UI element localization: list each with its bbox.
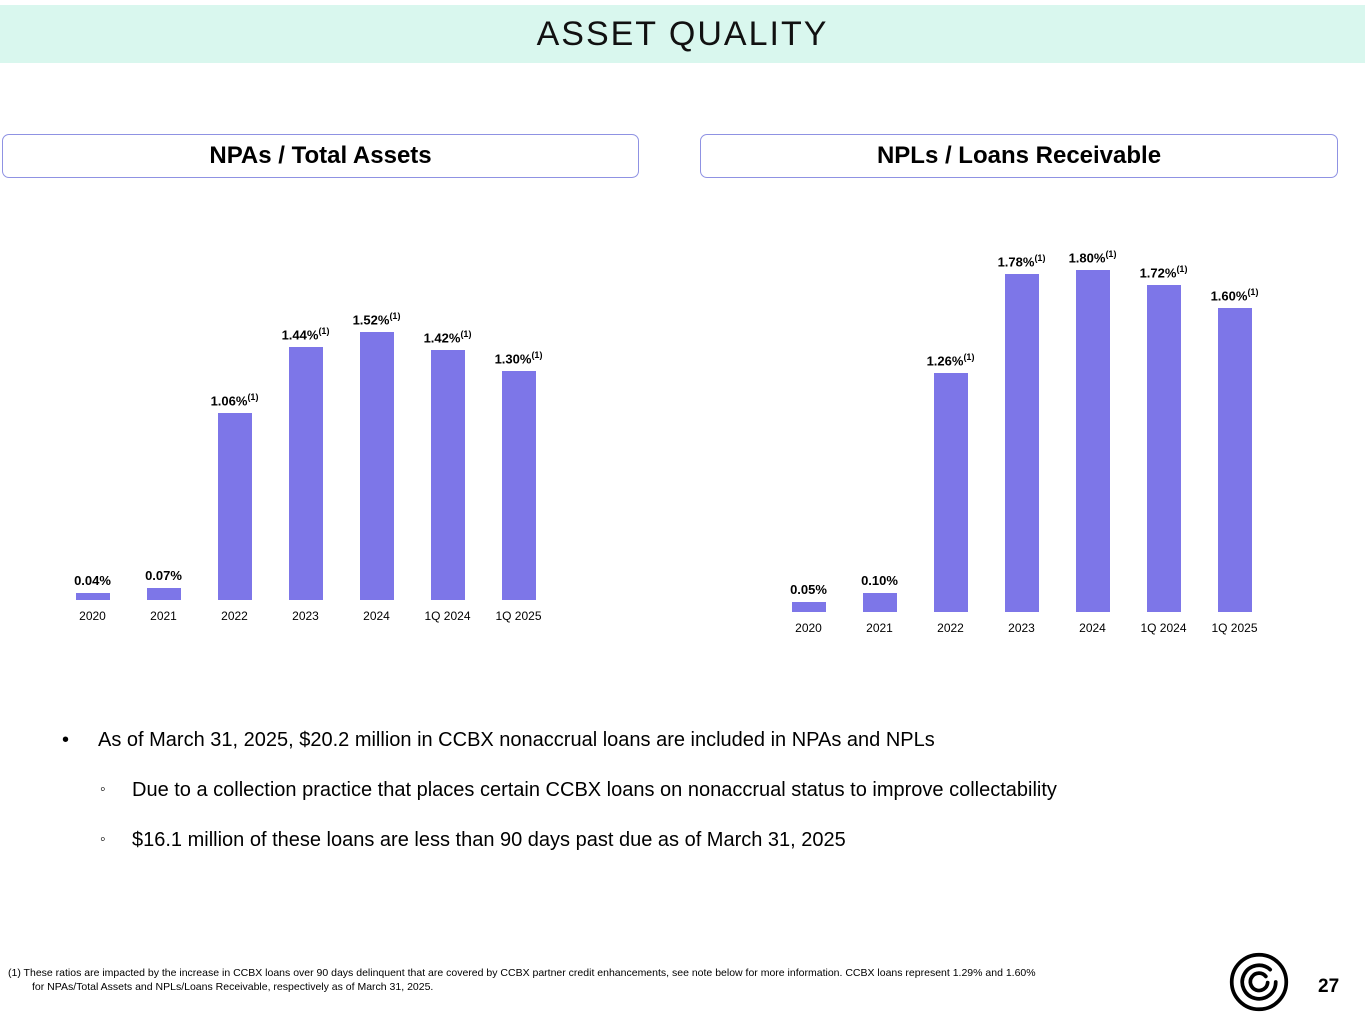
footnote-marker: (1) bbox=[1034, 252, 1046, 263]
bar-column: 1.42%(1) bbox=[412, 326, 483, 600]
bar-value-label: 1.52%(1) bbox=[352, 310, 401, 327]
npls-loans-receivable-chart: 0.05% 0.10% 1.26%(1) 1.78%(1) 1.80%(1) 1.72%(… bbox=[773, 222, 1270, 635]
chart-plot-area: 0.04% 0.07% 1.06%(1) 1.44%(1) 1.52%(1) 1.42%(… bbox=[57, 280, 554, 600]
footnote-marker: (1) bbox=[247, 391, 259, 402]
bullet-item-sub: ◦ Due to a collection practice that plac… bbox=[100, 776, 1317, 804]
bar-column: 1.30%(1) bbox=[483, 347, 554, 600]
page-number: 27 bbox=[1318, 976, 1340, 997]
bar-column: 1.60%(1) bbox=[1199, 284, 1270, 612]
bar bbox=[1146, 285, 1181, 612]
chart-title-npas-total-assets: NPAs / Total Assets bbox=[2, 134, 639, 178]
footnote: (1) These ratios are impacted by the inc… bbox=[8, 966, 1193, 994]
bullet-list: • As of March 31, 2025, $20.2 million in… bbox=[62, 726, 1317, 876]
bar-value-label: 0.05% bbox=[790, 582, 827, 597]
header-band: ASSET QUALITY bbox=[0, 5, 1365, 63]
bar bbox=[146, 588, 181, 600]
npas-total-assets-chart: 0.04% 0.07% 1.06%(1) 1.44%(1) 1.52%(1) 1.42%(… bbox=[57, 280, 554, 623]
bar-value-label: 0.07% bbox=[145, 568, 182, 583]
footnote-marker: (1) bbox=[1105, 248, 1117, 259]
bar-value-label: 1.60%(1) bbox=[1210, 286, 1259, 303]
chart-title-npls-loans-receivable: NPLs / Loans Receivable bbox=[700, 134, 1338, 178]
bar-value-label: 1.44%(1) bbox=[281, 325, 330, 342]
chart-title-text: NPAs / Total Assets bbox=[209, 142, 432, 169]
bar bbox=[501, 371, 536, 600]
category-label: 2021 bbox=[150, 609, 177, 623]
bar-value-label: 1.72%(1) bbox=[1139, 263, 1188, 280]
bar bbox=[791, 602, 826, 612]
category-label: 2024 bbox=[363, 609, 390, 623]
chart-category-axis: 2020 2021 2022 2023 2024 1Q 2024 1Q 2025 bbox=[773, 621, 1270, 635]
bar-value-label: 1.80%(1) bbox=[1068, 248, 1117, 265]
category-label: 1Q 2024 bbox=[424, 609, 471, 623]
footnote-marker: (1) bbox=[389, 310, 401, 321]
category-label: 2024 bbox=[1079, 621, 1106, 635]
bullet-text: As of March 31, 2025, $20.2 million in C… bbox=[98, 729, 935, 751]
bullet-item-sub: ◦ $16.1 million of these loans are less … bbox=[100, 826, 1317, 854]
bar bbox=[75, 593, 110, 600]
bar bbox=[359, 332, 394, 600]
bar bbox=[1217, 308, 1252, 612]
bar-value-label: 1.06%(1) bbox=[210, 391, 259, 408]
bar-column: 0.07% bbox=[128, 568, 199, 600]
category-label: 1Q 2025 bbox=[495, 609, 542, 623]
footnote-marker: (1) bbox=[1176, 263, 1188, 274]
bar bbox=[217, 413, 252, 600]
footnote-marker: (1) bbox=[531, 349, 543, 360]
bar-column: 1.06%(1) bbox=[199, 389, 270, 600]
bar-value-label: 1.26%(1) bbox=[926, 351, 975, 368]
bar bbox=[862, 593, 897, 612]
bar bbox=[288, 347, 323, 600]
bar-column: 1.44%(1) bbox=[270, 323, 341, 600]
bar-column: 0.05% bbox=[773, 582, 844, 612]
bar-column: 1.72%(1) bbox=[1128, 261, 1199, 612]
bar-value-label: 1.78%(1) bbox=[997, 252, 1046, 269]
bar-value-label: 0.10% bbox=[861, 573, 898, 588]
footnote-marker: (1) bbox=[318, 325, 330, 336]
category-label: 2020 bbox=[79, 609, 106, 623]
category-label: 1Q 2024 bbox=[1140, 621, 1187, 635]
bar-column: 0.10% bbox=[844, 573, 915, 612]
category-label: 2023 bbox=[1008, 621, 1035, 635]
sub-bullet-text: $16.1 million of these loans are less th… bbox=[132, 829, 846, 851]
category-label: 2020 bbox=[795, 621, 822, 635]
category-label: 2022 bbox=[937, 621, 964, 635]
category-label: 1Q 2025 bbox=[1211, 621, 1258, 635]
category-label: 2023 bbox=[292, 609, 319, 623]
category-label: 2021 bbox=[866, 621, 893, 635]
bar-column: 1.26%(1) bbox=[915, 349, 986, 612]
bullet-item-main: • As of March 31, 2025, $20.2 million in… bbox=[62, 726, 1317, 754]
coastal-spiral-logo-icon bbox=[1228, 951, 1290, 1013]
footnote-marker: (1) bbox=[1247, 286, 1259, 297]
footnote-marker: (1) bbox=[460, 328, 472, 339]
bar-value-label: 1.42%(1) bbox=[423, 328, 472, 345]
bar-column: 1.80%(1) bbox=[1057, 246, 1128, 612]
chart-plot-area: 0.05% 0.10% 1.26%(1) 1.78%(1) 1.80%(1) 1.72%(… bbox=[773, 222, 1270, 612]
bullet-marker: • bbox=[62, 729, 70, 751]
sub-bullet-marker: ◦ bbox=[100, 831, 106, 848]
bar bbox=[933, 373, 968, 612]
bar-column: 1.52%(1) bbox=[341, 308, 412, 600]
category-label: 2022 bbox=[221, 609, 248, 623]
bar-value-label: 0.04% bbox=[74, 573, 111, 588]
bar-value-label: 1.30%(1) bbox=[494, 349, 543, 366]
bar bbox=[1004, 274, 1039, 612]
sub-bullet-marker: ◦ bbox=[100, 781, 106, 798]
footnote-marker: (1) bbox=[963, 351, 975, 362]
bar bbox=[1075, 270, 1110, 612]
footnote-line-2: for NPAs/Total Assets and NPLs/Loans Rec… bbox=[32, 981, 434, 993]
page-title: ASSET QUALITY bbox=[536, 14, 829, 53]
chart-title-text: NPLs / Loans Receivable bbox=[876, 142, 1162, 169]
bar-column: 0.04% bbox=[57, 573, 128, 600]
chart-category-axis: 2020 2021 2022 2023 2024 1Q 2024 1Q 2025 bbox=[57, 609, 554, 623]
bar-column: 1.78%(1) bbox=[986, 250, 1057, 612]
sub-bullet-text: Due to a collection practice that places… bbox=[132, 779, 1057, 801]
footnote-line-1: (1) These ratios are impacted by the inc… bbox=[8, 967, 1036, 979]
bar bbox=[430, 350, 465, 600]
